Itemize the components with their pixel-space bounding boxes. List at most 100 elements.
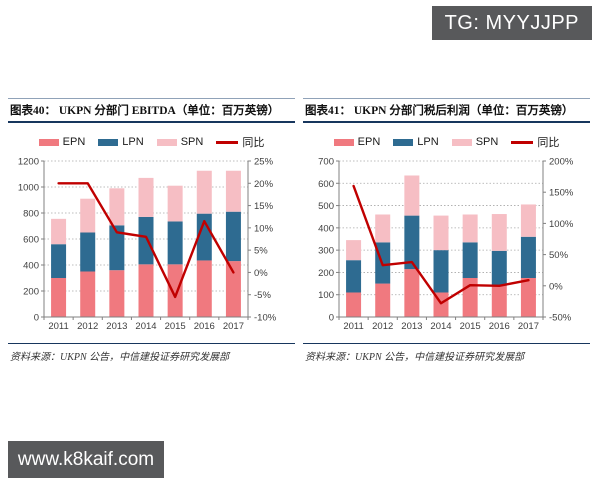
chart-legend: EPN LPN SPN 同比 <box>303 135 590 149</box>
legend-label-epn: EPN <box>357 136 381 148</box>
bar-segment-epn <box>375 283 391 317</box>
x-axis-label: 2017 <box>518 321 539 332</box>
legend-label-lpn: LPN <box>417 136 439 148</box>
legend-item-yoy: 同比 <box>216 134 264 150</box>
right-axis-label: 15% <box>254 201 274 212</box>
bar-segment-epn <box>520 278 536 317</box>
bar-segment-epn <box>109 270 125 317</box>
profit-stacked-bar-chart: 0 100 200 300 400 500 600 700 -50% 0% 50% 100% 150% 2… <box>318 157 574 333</box>
bar-segment-epn <box>51 278 67 317</box>
right-axis-label: -50% <box>549 313 572 324</box>
bar-segment-lpn <box>138 216 154 265</box>
bar-segment-lpn <box>80 232 96 272</box>
bar-segment-lpn <box>462 242 478 278</box>
tg-badge: TG: MYYJJPP <box>431 6 592 40</box>
bar-segment-lpn <box>51 244 67 278</box>
legend-swatch-yoy-line <box>511 140 534 144</box>
legend-label-yoy: 同比 <box>537 137 560 149</box>
left-axis-label: 500 <box>318 201 334 212</box>
bar-segment-spn <box>196 170 212 214</box>
x-axis-label: 2014 <box>430 321 451 332</box>
legend-item-spn: SPN <box>156 136 204 148</box>
legend-label-yoy: 同比 <box>242 137 265 149</box>
right-axis-label: 150% <box>549 188 574 199</box>
bar-segment-spn <box>138 177 154 217</box>
legend-item-lpn: LPN <box>98 136 144 148</box>
bar-segment-spn <box>346 240 362 261</box>
legend-swatch-epn <box>333 138 354 146</box>
x-axis-label: 2012 <box>372 321 393 332</box>
left-axis-label: 200 <box>23 287 39 298</box>
left-axis-label: 1200 <box>18 157 39 168</box>
left-axis-label: 1000 <box>18 183 39 194</box>
bar-segment-lpn <box>433 250 449 293</box>
left-axis-label: 0 <box>34 313 39 324</box>
legend-swatch-spn <box>156 138 177 146</box>
legend-item-lpn: LPN <box>393 136 439 148</box>
left-axis-label: 700 <box>318 157 334 168</box>
bar-segment-spn <box>491 214 507 251</box>
left-axis-label: 400 <box>318 223 334 234</box>
right-axis-label: 0% <box>549 281 563 292</box>
right-axis-label: 25% <box>254 157 274 168</box>
bar-segment-spn <box>80 198 96 233</box>
x-axis-label: 2016 <box>194 321 215 332</box>
legend-swatch-epn <box>38 138 59 146</box>
bar-segment-lpn <box>520 236 536 278</box>
x-axis-label: 2013 <box>106 321 127 332</box>
left-axis-label: 800 <box>23 209 39 220</box>
left-axis-label: 100 <box>318 290 334 301</box>
bar-segment-epn <box>225 261 241 317</box>
chart-source-profit: 资料来源：UKPN 公告，中信建投证券研究发展部 <box>303 343 590 363</box>
bar-segment-spn <box>167 185 183 222</box>
chart-legend: EPN LPN SPN 同比 <box>8 135 295 149</box>
ebitda-stacked-bar-chart: 0 200 400 600 800 1000 1200 -10% -5% 0% 5% 10% 15% 20… <box>18 157 277 333</box>
left-axis-label: 600 <box>318 179 334 190</box>
bar-segment-lpn <box>225 211 241 262</box>
bar-segment-lpn <box>346 260 362 293</box>
legend-label-lpn: LPN <box>122 136 144 148</box>
bar-segment-spn <box>51 218 67 245</box>
right-axis-label: 50% <box>549 250 569 261</box>
chart-title-profit: 图表41： UKPN 分部门税后利润（单位：百万英镑） <box>303 98 590 123</box>
legend-label-epn: EPN <box>62 136 86 148</box>
charts-row: 图表40： UKPN 分部门 EBITDA（单位：百万英镑） EPN LPN S… <box>8 98 590 363</box>
bar-segment-spn <box>433 215 449 251</box>
x-axis-label: 2011 <box>343 321 363 332</box>
bar-segment-lpn <box>404 215 420 270</box>
bar-segment-spn <box>375 214 391 243</box>
watermark: www.k8kaif.com <box>8 441 164 478</box>
left-axis-label: 200 <box>318 268 334 279</box>
right-axis-label: 10% <box>254 223 274 234</box>
x-axis-label: 2014 <box>135 321 156 332</box>
chart-title-ebitda: 图表40： UKPN 分部门 EBITDA（单位：百万英镑） <box>8 98 295 123</box>
right-axis-label: 100% <box>549 219 574 230</box>
bar-segment-epn <box>462 278 478 317</box>
bar-segment-epn <box>138 264 154 317</box>
left-axis-label: 600 <box>23 235 39 246</box>
bar-segment-epn <box>167 264 183 317</box>
x-axis-label: 2016 <box>489 321 510 332</box>
right-axis-label: 20% <box>254 179 274 190</box>
legend-label-spn: SPN <box>475 136 499 148</box>
legend-label-spn: SPN <box>180 136 204 148</box>
bar-segment-spn <box>462 214 478 243</box>
bar-segment-spn <box>109 188 125 226</box>
bar-segment-epn <box>404 269 420 317</box>
legend-swatch-spn <box>451 138 472 146</box>
chart-panel-ebitda: 图表40： UKPN 分部门 EBITDA（单位：百万英镑） EPN LPN S… <box>8 98 295 363</box>
chart-panel-profit: 图表41： UKPN 分部门税后利润（单位：百万英镑） EPN LPN SPN … <box>303 98 590 363</box>
yoy-line <box>352 184 530 305</box>
bar-segment-lpn <box>167 221 183 265</box>
bar-segment-spn <box>404 175 420 216</box>
x-axis-label: 2013 <box>401 321 422 332</box>
bar-segment-lpn <box>109 225 125 271</box>
right-axis-label: -10% <box>254 313 277 324</box>
x-axis-label: 2015 <box>165 321 186 332</box>
legend-swatch-yoy-line <box>216 140 239 144</box>
legend-swatch-lpn <box>98 138 119 146</box>
x-axis-label: 2012 <box>77 321 98 332</box>
bar-segment-lpn <box>491 250 507 286</box>
bar-segment-epn <box>80 271 96 317</box>
legend-item-spn: SPN <box>451 136 499 148</box>
